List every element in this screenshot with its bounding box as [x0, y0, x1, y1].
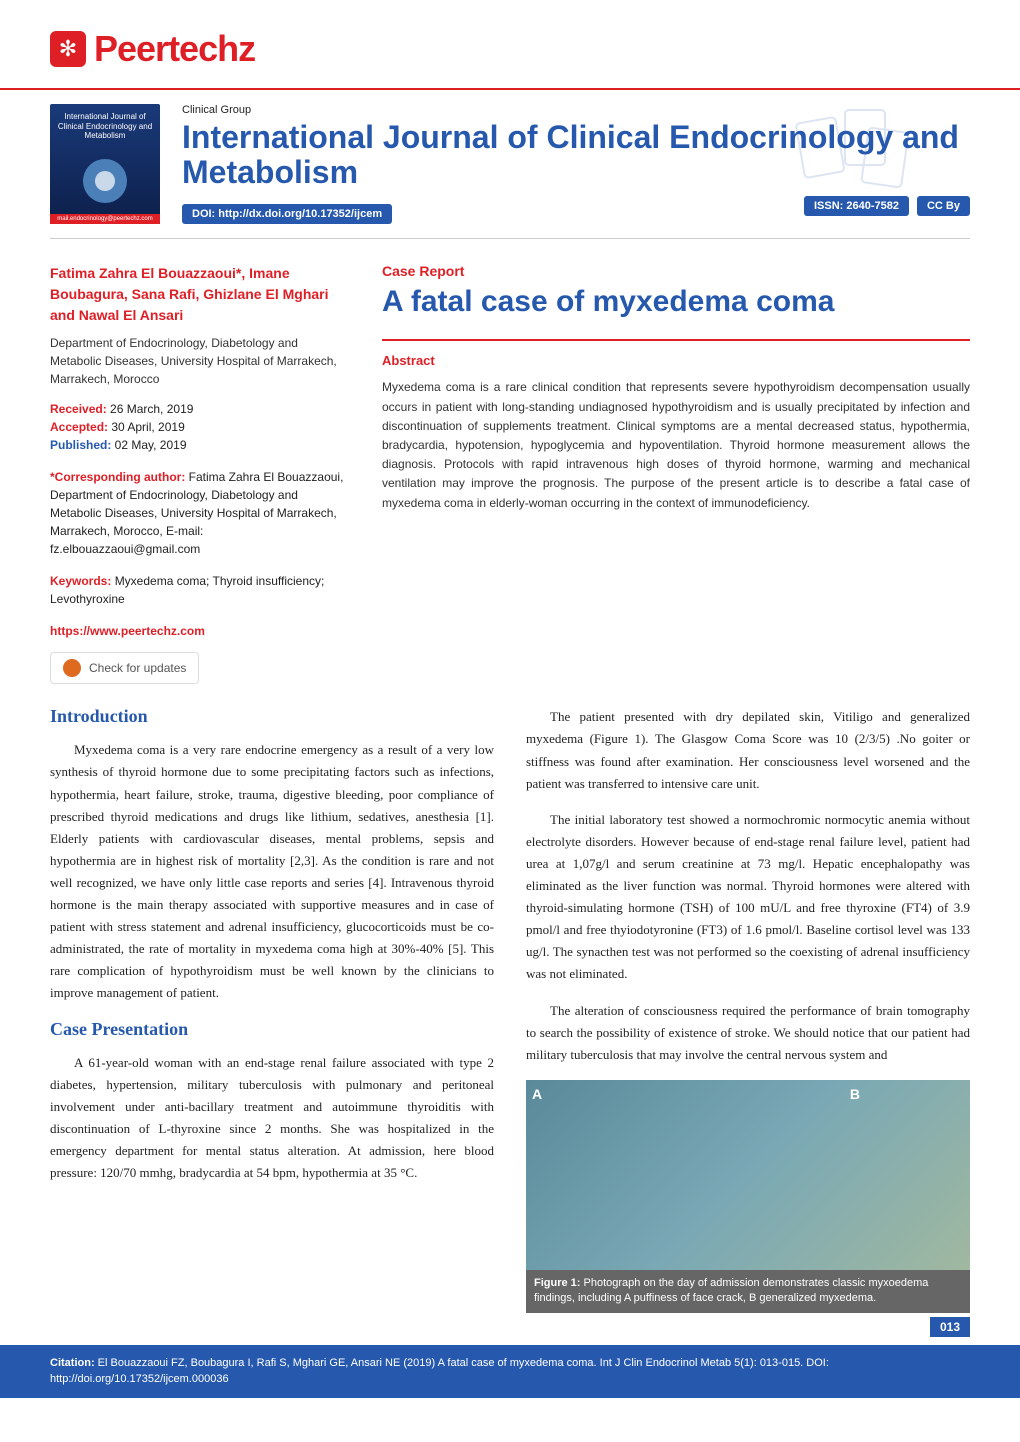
- figure-1-caption: Figure 1: Photograph on the day of admis…: [526, 1270, 970, 1313]
- figure-1-image: A B: [526, 1080, 970, 1270]
- metadata-row: Fatima Zahra El Bouazzaoui*, Imane Bouba…: [0, 239, 1020, 684]
- figure-panel-label-a: A: [532, 1086, 542, 1102]
- body-two-column: Introduction Myxedema coma is a very rar…: [0, 684, 1020, 1312]
- website-link[interactable]: https://www.peertechz.com: [50, 622, 350, 640]
- doi-badge[interactable]: DOI: http://dx.doi.org/10.17352/ijcem: [182, 204, 392, 224]
- affiliation: Department of Endocrinology, Diabetology…: [50, 334, 350, 388]
- left-column: Introduction Myxedema coma is a very rar…: [50, 706, 494, 1312]
- citation-label: Citation:: [50, 1357, 98, 1369]
- case-presentation-heading: Case Presentation: [50, 1019, 494, 1040]
- article-header-main: Case Report A fatal case of myxedema com…: [382, 263, 970, 684]
- figure-1: A B Figure 1: Photograph on the day of a…: [526, 1080, 970, 1313]
- body-paragraph: The alteration of consciousness required…: [526, 1000, 970, 1066]
- keywords: Keywords: Myxedema coma; Thyroid insuffi…: [50, 572, 350, 608]
- introduction-paragraph: Myxedema coma is a very rare endocrine e…: [50, 739, 494, 1004]
- corresponding-author: *Corresponding author: Fatima Zahra El B…: [50, 468, 350, 558]
- journal-header: International Journal of Clinical Endocr…: [0, 90, 1020, 224]
- journal-cover-email: mail.endocrinology@peertechz.com: [50, 214, 160, 224]
- brand-icon: ✻: [50, 31, 86, 67]
- date-published: Published: 02 May, 2019: [50, 436, 350, 454]
- citation-bar: Citation: El Bouazzaoui FZ, Boubagura I,…: [0, 1345, 1020, 1398]
- header-badges: ISSN: 2640-7582 CC By: [804, 196, 970, 216]
- journal-cover-title: International Journal of Clinical Endocr…: [56, 112, 154, 141]
- journal-cover-thumbnail: International Journal of Clinical Endocr…: [50, 104, 160, 224]
- page-number-row: 013: [0, 1313, 1020, 1337]
- article-title: A fatal case of myxedema coma: [382, 285, 970, 319]
- citation-text: El Bouazzaoui FZ, Boubagura I, Rafi S, M…: [50, 1357, 829, 1386]
- case-paragraph-1: A 61-year-old woman with an end-stage re…: [50, 1052, 494, 1185]
- article-sidebar: Fatima Zahra El Bouazzaoui*, Imane Bouba…: [50, 263, 350, 684]
- date-accepted: Accepted: 30 April, 2019: [50, 418, 350, 436]
- abstract-label: Abstract: [382, 353, 970, 368]
- issn-badge: ISSN: 2640-7582: [804, 196, 909, 216]
- body-paragraph: The patient presented with dry depilated…: [526, 706, 970, 794]
- cc-badge: CC By: [917, 196, 970, 216]
- figure-panel-label-b: B: [850, 1086, 860, 1102]
- brand-bar: ✻ Peertechz: [0, 0, 1020, 90]
- check-updates-button[interactable]: Check for updates: [50, 652, 199, 684]
- date-received: Received: 26 March, 2019: [50, 400, 350, 418]
- right-column: The patient presented with dry depilated…: [526, 706, 970, 1312]
- abstract-text: Myxedema coma is a rare clinical conditi…: [382, 378, 970, 512]
- body-paragraph: The initial laboratory test showed a nor…: [526, 809, 970, 986]
- check-updates-icon: [63, 659, 81, 677]
- introduction-heading: Introduction: [50, 706, 494, 727]
- authors: Fatima Zahra El Bouazzaoui*, Imane Bouba…: [50, 263, 350, 326]
- journal-cover-badge-icon: [83, 159, 127, 203]
- brand-name: Peertechz: [94, 28, 255, 70]
- page-number: 013: [930, 1317, 970, 1337]
- abstract-box: Abstract Myxedema coma is a rare clinica…: [382, 339, 970, 512]
- article-type: Case Report: [382, 263, 970, 279]
- check-updates-label: Check for updates: [89, 659, 186, 677]
